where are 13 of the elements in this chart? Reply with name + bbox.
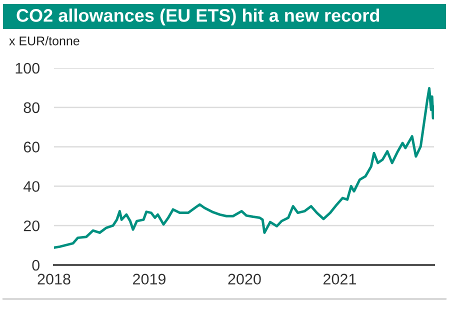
x-tick-label: 2018 xyxy=(38,274,70,285)
y-tick-label: 40 xyxy=(23,181,40,192)
x-tick-label: 2019 xyxy=(133,274,166,285)
y-axis-title: x EUR/tonne xyxy=(9,36,80,46)
y-tick-label: 20 xyxy=(24,220,40,232)
y-tick-label: 60 xyxy=(24,142,40,152)
x-tick-label: 2020 xyxy=(228,274,261,285)
line-series xyxy=(54,87,434,249)
x-tick-label: 2021 xyxy=(323,274,356,285)
y-tick-label: 100 xyxy=(16,62,40,74)
chart-title: CO2 allowances (EU ETS) hit a new record xyxy=(16,8,380,26)
y-tick-label: 80 xyxy=(24,102,40,114)
y-tick-label: 0 xyxy=(32,260,40,271)
